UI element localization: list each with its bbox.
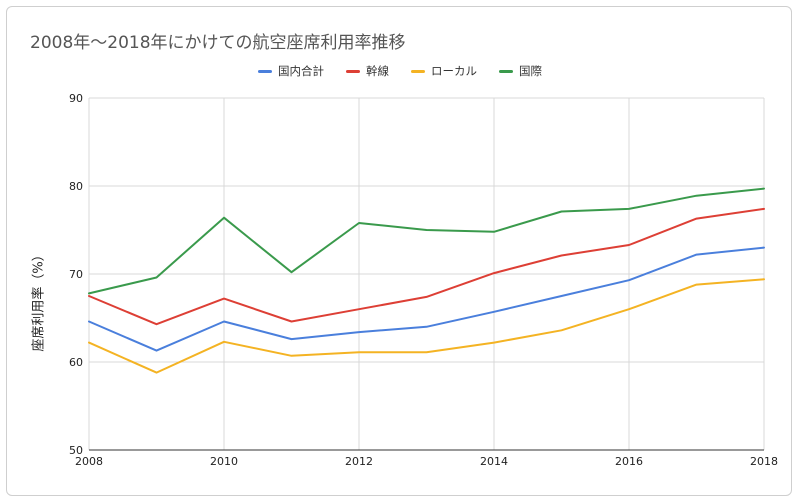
x-tick-labels: 2008 2010 2012 2014 2016 2018: [75, 455, 778, 468]
series-lines: [88, 187, 765, 374]
chart-title: 2008年〜2018年にかけての航空座席利用率推移: [30, 33, 406, 53]
chart-frame: [6, 6, 792, 496]
y-tick-label: 90: [69, 92, 83, 105]
x-tick-label: 2008: [75, 455, 103, 468]
legend-swatch: [346, 69, 360, 73]
y-tick-label: 60: [69, 356, 83, 369]
x-tick-label: 2016: [615, 455, 643, 468]
legend-label: 国内合計: [278, 64, 324, 78]
series-line: [88, 246, 765, 352]
legend-swatch: [499, 69, 513, 73]
legend-item: 国際: [499, 63, 542, 79]
legend-swatch: [411, 69, 425, 73]
legend-item: ローカル: [411, 63, 477, 79]
series-line: [88, 278, 765, 374]
y-tick-label: 80: [69, 180, 83, 193]
y-tick-label: 70: [69, 268, 83, 281]
legend-swatch: [258, 69, 272, 73]
x-tick-label: 2012: [345, 455, 373, 468]
horizontal-gridlines: [89, 97, 764, 451]
x-tick-label: 2010: [210, 455, 238, 468]
x-tick-label: 2014: [480, 455, 508, 468]
legend: 国内合計 幹線 ローカル 国際: [0, 63, 800, 79]
series-line: [88, 187, 765, 295]
legend-label: ローカル: [431, 64, 477, 78]
x-tick-label: 2018: [750, 455, 778, 468]
legend-label: 幹線: [366, 64, 389, 78]
legend-item: 幹線: [346, 63, 389, 79]
y-tick-label: 50: [69, 444, 83, 457]
legend-label: 国際: [519, 64, 542, 78]
legend-item: 国内合計: [258, 63, 324, 79]
series-line: [88, 207, 765, 326]
y-tick-labels: 50 60 70 80 90: [69, 92, 83, 457]
